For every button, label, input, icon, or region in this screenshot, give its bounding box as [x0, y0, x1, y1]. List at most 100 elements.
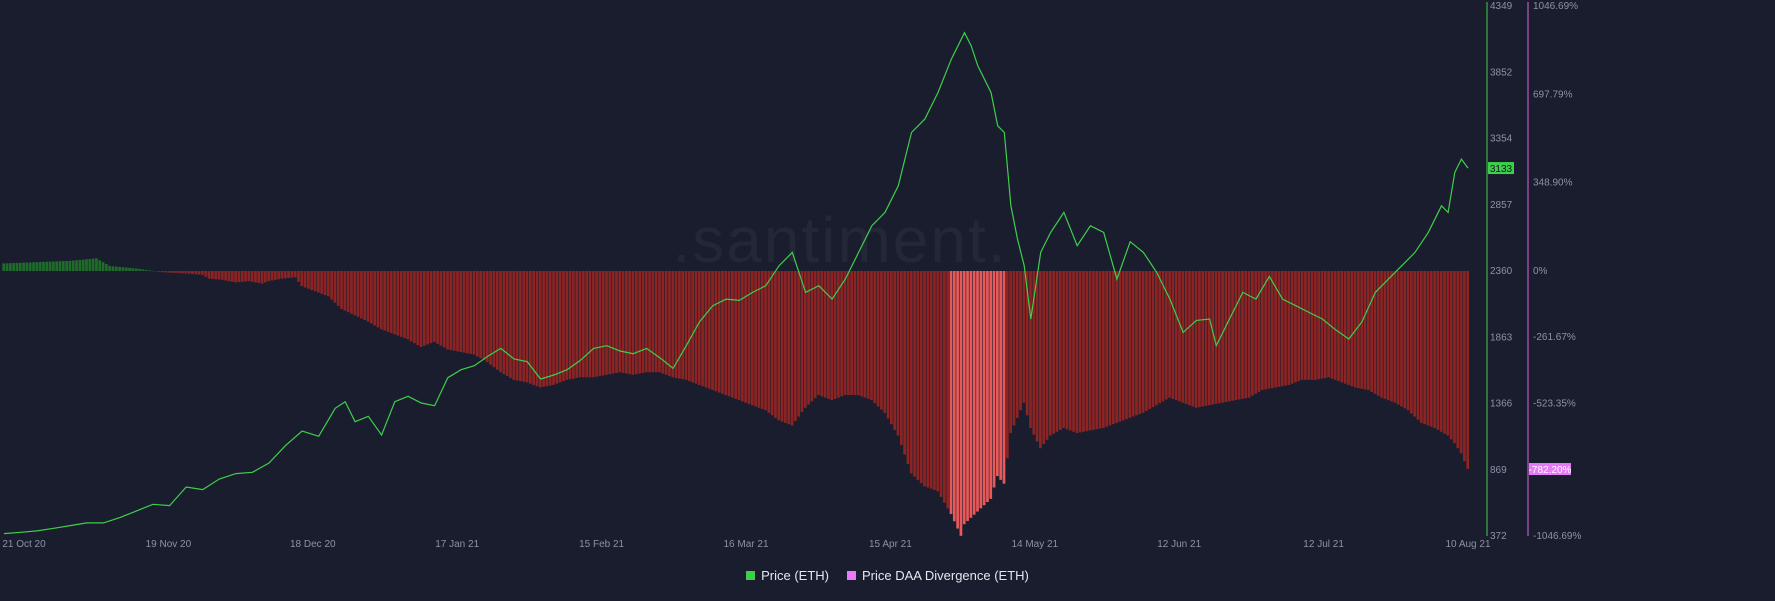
divergence-bar — [1466, 271, 1470, 470]
divergence-bar — [479, 271, 483, 359]
divergence-bar — [876, 271, 880, 407]
divergence-bar — [313, 271, 317, 292]
divergence-bar — [1201, 271, 1205, 407]
x-tick-label: 17 Jan 21 — [435, 539, 479, 550]
divergence-bar — [1350, 271, 1354, 387]
divergence-bar — [525, 271, 529, 383]
divergence-bar — [757, 271, 761, 408]
divergence-bar — [240, 271, 244, 282]
divergence-bar — [71, 260, 75, 271]
divergence-bar — [846, 271, 850, 396]
divergence-bar — [111, 266, 115, 271]
divergence-bar — [870, 271, 873, 401]
divergence-bar — [787, 271, 791, 425]
divergence-bar — [1148, 271, 1152, 409]
divergence-bar — [1386, 271, 1390, 401]
divergence-bar — [237, 271, 241, 283]
legend-item-divergence[interactable]: Price DAA Divergence (ETH) — [847, 568, 1029, 583]
divergence-bar — [1025, 271, 1029, 416]
divergence-bar — [1154, 271, 1158, 406]
divergence-bar — [1429, 271, 1433, 427]
divergence-bar — [595, 271, 598, 377]
divergence-bar — [105, 264, 108, 271]
divergence-bar — [485, 271, 489, 363]
legend: Price (ETH) Price DAA Divergence (ETH) — [0, 568, 1775, 583]
divergence-bar — [164, 271, 168, 273]
divergence-bar — [962, 271, 966, 525]
divergence-bar — [383, 271, 386, 331]
divergence-bar — [446, 271, 449, 350]
y-right-tick-label: 348.90% — [1533, 178, 1573, 189]
divergence-bar — [456, 271, 459, 352]
divergence-bar — [644, 271, 648, 373]
divergence-bar — [45, 261, 49, 271]
divergence-bar — [426, 271, 430, 345]
divergence-bar — [1009, 271, 1012, 434]
divergence-bar — [724, 271, 728, 396]
divergence-bar — [1459, 271, 1463, 454]
watermark: .santiment. — [672, 204, 1007, 276]
divergence-bar — [856, 271, 860, 396]
divergence-bar — [1244, 271, 1248, 399]
divergence-bar — [1410, 271, 1413, 414]
divergence-bar — [1204, 271, 1208, 406]
divergence-bar — [1118, 271, 1122, 422]
divergence-bar — [886, 271, 890, 419]
divergence-bar — [1453, 271, 1456, 444]
divergence-bar — [853, 271, 857, 396]
divergence-bar — [591, 271, 595, 378]
divergence-bar — [1323, 271, 1327, 378]
x-tick-label: 15 Apr 21 — [869, 539, 912, 550]
divergence-bar — [1135, 271, 1138, 416]
divergence-bar — [287, 271, 290, 278]
x-tick-label: 19 Nov 20 — [146, 539, 192, 550]
divergence-bar — [1068, 271, 1072, 431]
x-tick-label: 18 Dec 20 — [290, 539, 336, 550]
divergence-bar — [711, 271, 714, 390]
divergence-bar — [1065, 271, 1069, 430]
divergence-bar — [98, 260, 102, 271]
divergence-bar — [353, 271, 357, 316]
legend-item-price[interactable]: Price (ETH) — [746, 568, 829, 583]
divergence-bar — [1055, 271, 1059, 432]
divergence-bar — [469, 271, 473, 354]
divergence-bar — [466, 271, 469, 354]
divergence-bar — [1297, 271, 1301, 382]
divergence-bar — [373, 271, 377, 326]
divergence-bar — [406, 271, 410, 340]
divergence-bar — [234, 271, 237, 283]
divergence-bar — [492, 271, 496, 368]
divergence-bar — [1178, 271, 1181, 402]
divergence-badge-label: -782.20% — [1529, 465, 1572, 476]
divergence-bar — [1035, 271, 1039, 442]
divergence-bar — [1237, 271, 1241, 400]
divergence-bar — [293, 271, 297, 278]
divergence-bar — [1270, 271, 1274, 389]
divergence-bar — [774, 271, 777, 418]
divergence-bar — [558, 271, 562, 383]
divergence-bar — [906, 271, 910, 465]
divergence-bar — [360, 271, 363, 319]
divergence-bar — [1231, 271, 1234, 401]
divergence-bar — [734, 271, 738, 399]
divergence-bar — [1158, 271, 1162, 404]
divergence-bar — [1317, 271, 1321, 380]
divergence-bar — [890, 271, 893, 425]
divergence-bar — [1347, 271, 1350, 385]
y-left-tick-label: 1863 — [1490, 332, 1513, 343]
divergence-bar — [260, 271, 264, 284]
divergence-bar — [933, 271, 936, 490]
divergence-bar — [1376, 271, 1380, 396]
divergence-bar — [512, 271, 516, 380]
divergence-bar — [343, 271, 347, 311]
divergence-bar — [1105, 271, 1109, 427]
divergence-bar — [1141, 271, 1145, 413]
divergence-bar — [151, 270, 155, 272]
divergence-bar — [1214, 271, 1218, 404]
divergence-bar — [5, 263, 9, 271]
divergence-bar — [52, 261, 55, 271]
divergence-bar — [1433, 271, 1436, 428]
divergence-bar — [923, 271, 926, 487]
divergence-bar — [1075, 271, 1079, 434]
